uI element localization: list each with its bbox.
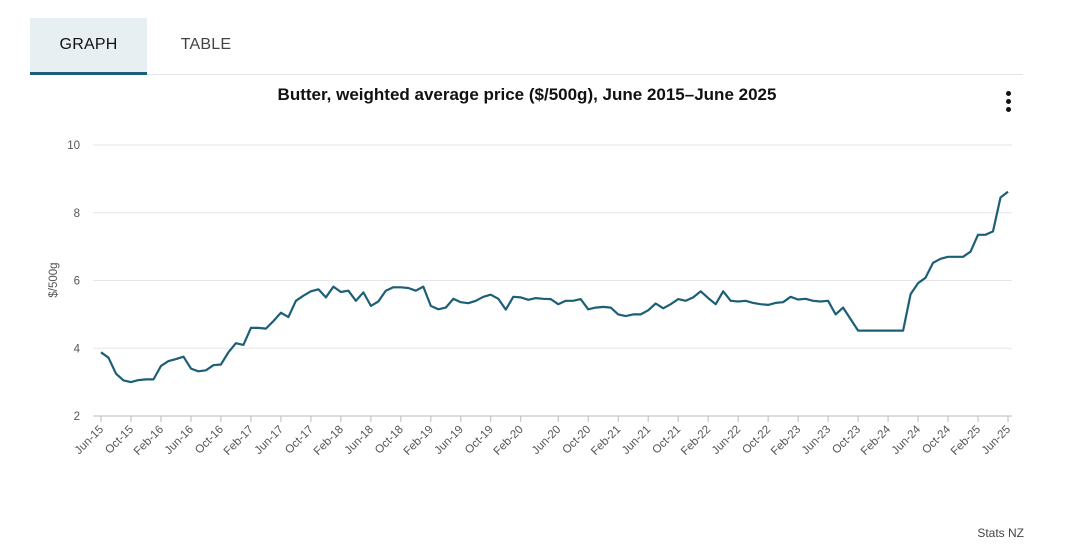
series-line: [100, 190, 1009, 384]
y-axis-title: $/500g: [48, 262, 60, 297]
x-tick-label: Jun-16: [163, 424, 196, 457]
y-tick-label: 8: [74, 208, 80, 220]
x-tick-label: Oct-21: [650, 424, 683, 457]
x-tick-label: Jun-23: [800, 424, 833, 457]
x-tick-label: Oct-23: [830, 424, 863, 457]
x-tick-label: Feb-22: [679, 424, 713, 458]
x-tick-label: Jun-25: [980, 424, 1013, 457]
x-tick-label: Jun-22: [710, 424, 743, 457]
x-tick-label: Oct-22: [740, 424, 773, 457]
x-tick-label: Oct-20: [560, 424, 593, 457]
x-tick-label: Feb-20: [492, 424, 526, 458]
view-tabs: GRAPH TABLE: [30, 18, 1023, 75]
x-tick-label: Jun-18: [343, 424, 376, 457]
x-tick-label: Oct-17: [283, 424, 316, 457]
x-tick-label: Jun-24: [890, 423, 924, 457]
x-tick-label: Oct-19: [463, 424, 496, 457]
y-tick-label: 2: [74, 411, 80, 423]
tab-table[interactable]: TABLE: [180, 36, 232, 53]
x-tick-label: Feb-21: [589, 424, 623, 458]
x-tick-label: Oct-15: [103, 424, 136, 457]
x-tick-label: Feb-19: [402, 424, 436, 458]
x-tick-label: Jun-15: [73, 424, 106, 457]
x-tick-label: Oct-24: [920, 423, 953, 456]
x-tick-label: Jun-19: [433, 424, 466, 457]
x-tick-label: Jun-20: [530, 424, 563, 457]
y-axis: 2 4 6 8 10: [67, 140, 80, 423]
x-tick-label: Oct-16: [193, 424, 226, 457]
x-tick-label: Jun-21: [620, 424, 653, 457]
tab-graph[interactable]: GRAPH: [30, 18, 147, 75]
x-tick-label: Feb-17: [222, 424, 256, 458]
x-tick-label: Jun-17: [253, 424, 286, 457]
y-tick-label: 6: [74, 276, 80, 288]
chart-title: Butter, weighted average price ($/500g),…: [277, 85, 777, 104]
y-tick-label: 4: [74, 343, 81, 355]
x-tick-label: Feb-24: [859, 423, 894, 458]
x-axis: Jun-15Oct-15Feb-16Jun-16Oct-16Feb-17Jun-…: [73, 416, 1013, 458]
x-tick-label: Feb-18: [312, 424, 346, 458]
x-tick-label: Feb-16: [132, 424, 166, 458]
chart-grid: [93, 144, 1012, 417]
x-tick-label: Feb-25: [949, 424, 983, 458]
source-label: Stats NZ: [977, 526, 1024, 540]
x-tick-label: Oct-18: [373, 424, 406, 457]
y-tick-label: 10: [67, 140, 80, 152]
x-tick-label: Feb-23: [769, 424, 803, 458]
vertical-ellipsis-icon[interactable]: [996, 88, 1020, 114]
